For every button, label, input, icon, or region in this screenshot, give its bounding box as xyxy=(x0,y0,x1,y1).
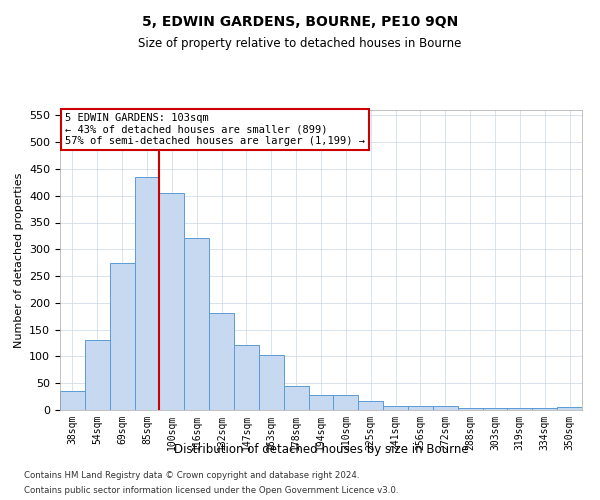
Text: Distribution of detached houses by size in Bourne: Distribution of detached houses by size … xyxy=(173,442,469,456)
Text: Size of property relative to detached houses in Bourne: Size of property relative to detached ho… xyxy=(139,38,461,51)
Bar xyxy=(259,355,284,410)
Bar xyxy=(383,406,408,410)
Bar xyxy=(60,391,85,410)
Bar xyxy=(308,395,334,410)
Text: Contains public sector information licensed under the Open Government Licence v3: Contains public sector information licen… xyxy=(24,486,398,495)
Bar xyxy=(482,408,508,410)
Bar xyxy=(209,312,234,410)
Bar xyxy=(433,406,458,410)
Bar xyxy=(508,408,532,410)
Bar xyxy=(184,238,209,410)
Bar xyxy=(408,406,433,410)
Bar xyxy=(160,193,184,410)
Bar xyxy=(134,177,160,410)
Bar xyxy=(234,344,259,410)
Bar xyxy=(284,386,308,410)
Bar xyxy=(557,407,582,410)
Bar xyxy=(458,408,482,410)
Bar xyxy=(358,401,383,410)
Y-axis label: Number of detached properties: Number of detached properties xyxy=(14,172,23,348)
Bar xyxy=(334,395,358,410)
Bar xyxy=(532,408,557,410)
Bar xyxy=(110,262,134,410)
Text: 5 EDWIN GARDENS: 103sqm
← 43% of detached houses are smaller (899)
57% of semi-d: 5 EDWIN GARDENS: 103sqm ← 43% of detache… xyxy=(65,113,365,146)
Text: Contains HM Land Registry data © Crown copyright and database right 2024.: Contains HM Land Registry data © Crown c… xyxy=(24,471,359,480)
Text: 5, EDWIN GARDENS, BOURNE, PE10 9QN: 5, EDWIN GARDENS, BOURNE, PE10 9QN xyxy=(142,15,458,29)
Bar xyxy=(85,340,110,410)
